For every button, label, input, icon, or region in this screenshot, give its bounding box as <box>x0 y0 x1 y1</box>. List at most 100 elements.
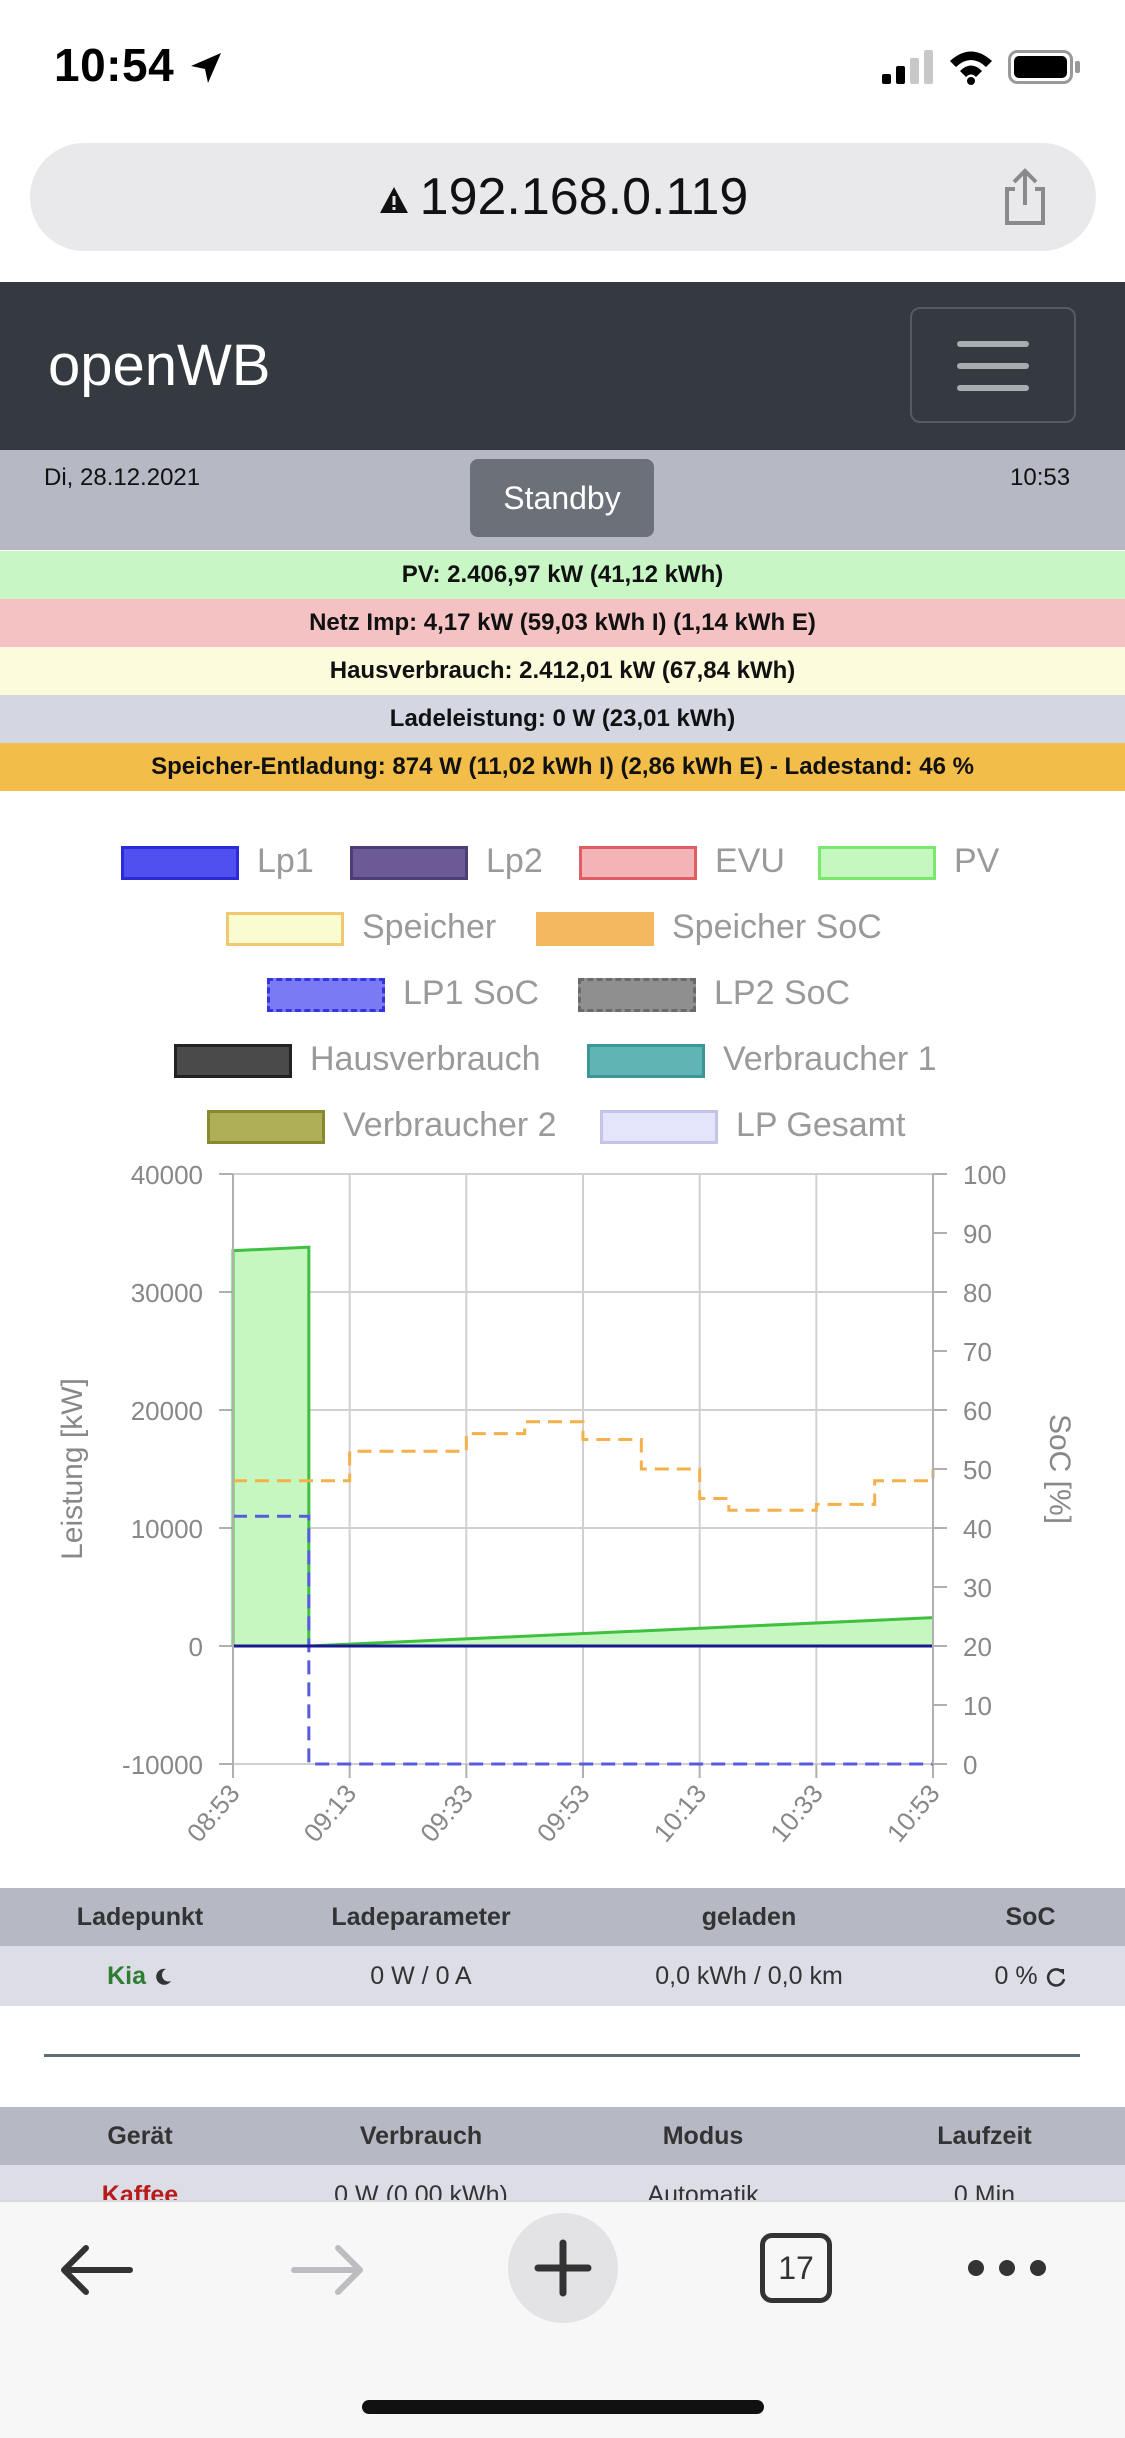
standby-button[interactable]: Standby <box>470 459 654 537</box>
legend-swatch <box>587 1044 705 1079</box>
power-chart: 40000 30000 20000 10000 0 -10000 100 90 80 70 60 50… <box>56 1160 1076 1848</box>
y-tick-label: 0 <box>189 1632 203 1662</box>
brand-title[interactable]: openWB <box>48 333 271 398</box>
menu-bar-icon <box>957 363 1029 369</box>
info-row-netz: Netz Imp: 4,17 kW (59,03 kWh I) (1,14 kW… <box>0 599 1125 647</box>
x-tick-label: 09:33 <box>414 1779 479 1848</box>
geraet-table-header: Gerät Verbrauch Modus Laufzeit <box>0 2107 1125 2165</box>
legend-swatch <box>536 912 654 947</box>
soc-value: 0 % <box>994 1962 1038 1990</box>
refresh-icon[interactable] <box>1045 1966 1067 1988</box>
signal-icon <box>882 50 933 84</box>
ladeparameter-cell: 0 W / 0 A <box>370 1962 472 1990</box>
y2-tick-label: 50 <box>963 1455 992 1485</box>
y2-tick-label: 90 <box>963 1219 992 1249</box>
x-tick-label: 09:13 <box>297 1779 362 1848</box>
y-tick-label: 30000 <box>131 1278 203 1308</box>
info-row-speicher: Speicher-Entladung: 874 W (11,02 kWh I) … <box>0 743 1125 791</box>
y-axis-title: Leistung [kW] <box>56 1378 89 1560</box>
x-tick-label: 09:53 <box>531 1779 596 1848</box>
legend-swatch <box>121 846 239 881</box>
warning-icon <box>379 187 408 214</box>
menu-bar-icon <box>957 341 1029 347</box>
y-tick-label: 20000 <box>131 1396 203 1426</box>
column-header: SoC <box>1005 1903 1056 1931</box>
column-header: Modus <box>662 2122 744 2150</box>
legend-swatch <box>207 1110 325 1145</box>
legend-swatch <box>174 1044 292 1079</box>
geladen-cell: 0,0 kWh / 0,0 km <box>655 1962 843 1990</box>
moon-icon <box>156 1969 171 1986</box>
new-tab-button[interactable] <box>508 2213 618 2323</box>
y-tick-label: 10000 <box>131 1514 203 1544</box>
legend-swatch <box>350 846 468 881</box>
ladepunkt-cell[interactable]: Kia <box>0 1946 280 2006</box>
column-header: Laufzeit <box>937 2122 1032 2150</box>
legend-item-lp2[interactable]: Lp2 <box>350 841 543 881</box>
y-tick-label: -10000 <box>122 1750 203 1780</box>
legend-item-speicher[interactable]: Speicher <box>226 907 496 947</box>
legend-item-lp2-soc[interactable]: LP2 SoC <box>578 973 850 1013</box>
ladepunkt-name: Kia <box>107 1962 146 1990</box>
y2-tick-label: 100 <box>963 1160 1006 1190</box>
back-arrow-icon[interactable] <box>56 2240 136 2300</box>
x-tick-label: 10:33 <box>764 1779 829 1848</box>
clock-text: 10:53 <box>1010 464 1071 491</box>
tabs-count-button[interactable]: 17 <box>760 2233 832 2303</box>
legend-item-lp1-soc[interactable]: LP1 SoC <box>267 973 539 1013</box>
legend-swatch <box>226 912 344 947</box>
soc-cell: 0 % <box>936 1946 1125 2006</box>
location-arrow-icon <box>191 53 221 83</box>
date-text: Di, 28.12.2021 <box>44 464 201 491</box>
y2-tick-label: 80 <box>963 1278 992 1308</box>
y2-tick-label: 0 <box>963 1750 977 1780</box>
column-header: geladen <box>701 1903 797 1931</box>
legend-item-lp-gesamt[interactable]: LP Gesamt <box>600 1105 905 1145</box>
y2-tick-label: 70 <box>963 1337 992 1367</box>
url-text-wrap: 192.168.0.119 <box>30 143 1096 251</box>
legend-swatch <box>600 1110 718 1145</box>
legend-item-pv[interactable]: PV <box>818 841 999 881</box>
x-tick-label: 10:13 <box>647 1779 712 1848</box>
legend-swatch <box>267 978 385 1013</box>
plus-icon <box>534 2239 592 2297</box>
lp1-soc-line <box>233 1514 933 1766</box>
y2-tick-label: 20 <box>963 1632 992 1662</box>
x-tick-label: 10:53 <box>881 1779 946 1848</box>
menu-bar-icon <box>957 385 1029 391</box>
share-icon[interactable] <box>1000 167 1050 227</box>
url-bar[interactable]: 192.168.0.119 <box>30 143 1096 251</box>
y2-tick-label: 30 <box>963 1573 992 1603</box>
legend-item-evu[interactable]: EVU <box>579 841 785 881</box>
legend-swatch <box>818 846 936 881</box>
ladepunkt-table-header: Ladepunkt Ladeparameter geladen SoC <box>0 1888 1125 1946</box>
wifi-icon <box>950 51 992 85</box>
menu-toggle-button[interactable] <box>910 307 1076 423</box>
status-time: 10:54 <box>54 39 175 91</box>
more-dots-icon[interactable] <box>964 2254 1050 2282</box>
x-tick-label: 08:53 <box>181 1779 246 1848</box>
legend-item-verbraucher-1[interactable]: Verbraucher 1 <box>587 1039 937 1079</box>
forward-arrow-icon[interactable] <box>288 2240 368 2300</box>
legend-item-speicher-soc[interactable]: Speicher SoC <box>536 907 882 947</box>
legend-item-hausverbrauch[interactable]: Hausverbrauch <box>174 1039 541 1079</box>
url-text: 192.168.0.119 <box>419 168 749 226</box>
pv-area <box>233 1247 933 1646</box>
column-header: Ladeparameter <box>331 1903 511 1931</box>
legend-item-verbraucher-2[interactable]: Verbraucher 2 <box>207 1105 557 1145</box>
table-row: Kia 0 W / 0 A 0,0 kWh / 0,0 km 0 % <box>0 1946 1125 2006</box>
battery-icon <box>1008 50 1080 84</box>
column-header: Gerät <box>107 2122 173 2150</box>
info-row-ladeleistung: Ladeleistung: 0 W (23,01 kWh) <box>0 695 1125 743</box>
legend-swatch <box>578 978 696 1013</box>
y-tick-label: 40000 <box>131 1160 203 1190</box>
home-indicator <box>362 2400 764 2414</box>
speicher-soc-line <box>233 1420 935 1512</box>
y2-tick-label: 60 <box>963 1396 992 1426</box>
section-divider <box>44 2054 1080 2057</box>
column-header: Verbrauch <box>359 2122 483 2150</box>
status-bar <box>0 0 1125 140</box>
legend-item-lp1[interactable]: Lp1 <box>121 841 314 881</box>
legend-swatch <box>579 846 697 881</box>
y2-tick-label: 40 <box>963 1514 992 1544</box>
